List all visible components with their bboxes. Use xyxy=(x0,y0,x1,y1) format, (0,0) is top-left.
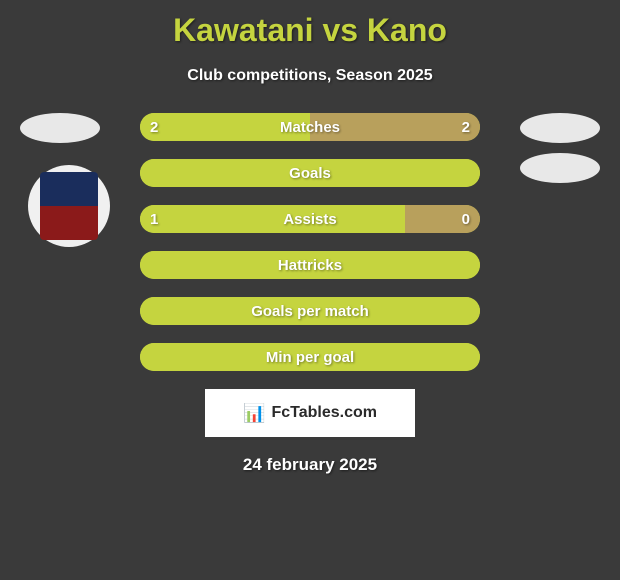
stat-label: Goals per match xyxy=(140,297,480,325)
chart-icon: 📊 xyxy=(243,403,265,424)
footer-date: 24 february 2025 xyxy=(0,455,620,475)
footer-brand-text: FcTables.com xyxy=(271,404,377,422)
bar-container: Goals xyxy=(140,159,480,187)
player-badge-right-1 xyxy=(520,113,600,143)
player-badge-right-2 xyxy=(520,153,600,183)
stats-container: 22Matches Goals 10Assists Hattricks Goals pe… xyxy=(0,113,620,371)
player-badge-left xyxy=(20,113,100,143)
stat-label: Goals xyxy=(140,159,480,187)
bar-container: Min per goal xyxy=(140,343,480,371)
bar-container: Hattricks xyxy=(140,251,480,279)
stat-label: Min per goal xyxy=(140,343,480,371)
bar-container: 22Matches xyxy=(140,113,480,141)
stat-row: Goals xyxy=(140,159,480,187)
page-title: Kawatani vs Kano xyxy=(0,0,620,49)
stat-row: 22Matches xyxy=(140,113,480,141)
bar-container: 10Assists xyxy=(140,205,480,233)
footer-brand-logo: 📊 FcTables.com xyxy=(205,389,415,437)
stat-label: Assists xyxy=(140,205,480,233)
team-crest-left xyxy=(28,165,110,247)
stat-row: 10Assists xyxy=(140,205,480,233)
bar-container: Goals per match xyxy=(140,297,480,325)
stat-row: Hattricks xyxy=(140,251,480,279)
stat-label: Matches xyxy=(140,113,480,141)
stat-row: Goals per match xyxy=(140,297,480,325)
stat-row: Min per goal xyxy=(140,343,480,371)
comparison-content: 22Matches Goals 10Assists Hattricks Goals pe… xyxy=(0,113,620,371)
subtitle: Club competitions, Season 2025 xyxy=(0,67,620,85)
team-crest-shield-icon xyxy=(40,172,98,240)
stat-label: Hattricks xyxy=(140,251,480,279)
